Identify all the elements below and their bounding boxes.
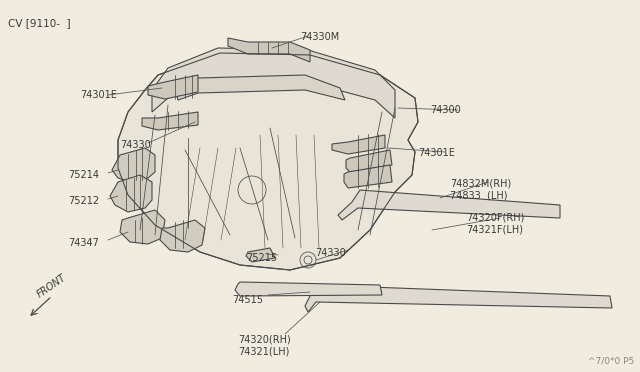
Text: 74320(RH): 74320(RH) bbox=[238, 334, 291, 344]
Polygon shape bbox=[142, 112, 198, 130]
Polygon shape bbox=[305, 285, 612, 312]
Polygon shape bbox=[110, 175, 152, 212]
Text: FRONT: FRONT bbox=[35, 273, 68, 300]
Text: ^7/0*0 P5: ^7/0*0 P5 bbox=[588, 357, 634, 366]
Polygon shape bbox=[148, 75, 198, 99]
Text: 75214: 75214 bbox=[68, 170, 99, 180]
Polygon shape bbox=[152, 48, 395, 118]
Polygon shape bbox=[246, 248, 275, 262]
Text: 75215: 75215 bbox=[246, 253, 277, 263]
Polygon shape bbox=[160, 220, 205, 252]
Text: 75212: 75212 bbox=[68, 196, 99, 206]
Text: 74321F(LH): 74321F(LH) bbox=[466, 225, 523, 235]
Polygon shape bbox=[120, 210, 165, 244]
Text: 74301E: 74301E bbox=[418, 148, 455, 158]
Polygon shape bbox=[346, 150, 392, 172]
Polygon shape bbox=[112, 148, 155, 182]
Polygon shape bbox=[344, 165, 392, 188]
Text: 74832M(RH): 74832M(RH) bbox=[450, 178, 511, 188]
Text: 74347: 74347 bbox=[68, 238, 99, 248]
Polygon shape bbox=[228, 38, 310, 62]
Text: 74300: 74300 bbox=[430, 105, 461, 115]
Text: 74301E: 74301E bbox=[80, 90, 117, 100]
Polygon shape bbox=[338, 190, 560, 220]
Polygon shape bbox=[118, 53, 418, 270]
Text: 74330M: 74330M bbox=[300, 32, 339, 42]
Text: 74515: 74515 bbox=[232, 295, 263, 305]
Polygon shape bbox=[175, 75, 345, 100]
Text: 74833  (LH): 74833 (LH) bbox=[450, 190, 508, 200]
Text: 74330: 74330 bbox=[315, 248, 346, 258]
Polygon shape bbox=[332, 135, 385, 154]
Text: 74330: 74330 bbox=[120, 140, 151, 150]
Text: CV [9110-  ]: CV [9110- ] bbox=[8, 18, 70, 28]
Polygon shape bbox=[235, 282, 382, 296]
Text: 74321(LH): 74321(LH) bbox=[238, 346, 289, 356]
Text: 74320F(RH): 74320F(RH) bbox=[466, 213, 524, 223]
